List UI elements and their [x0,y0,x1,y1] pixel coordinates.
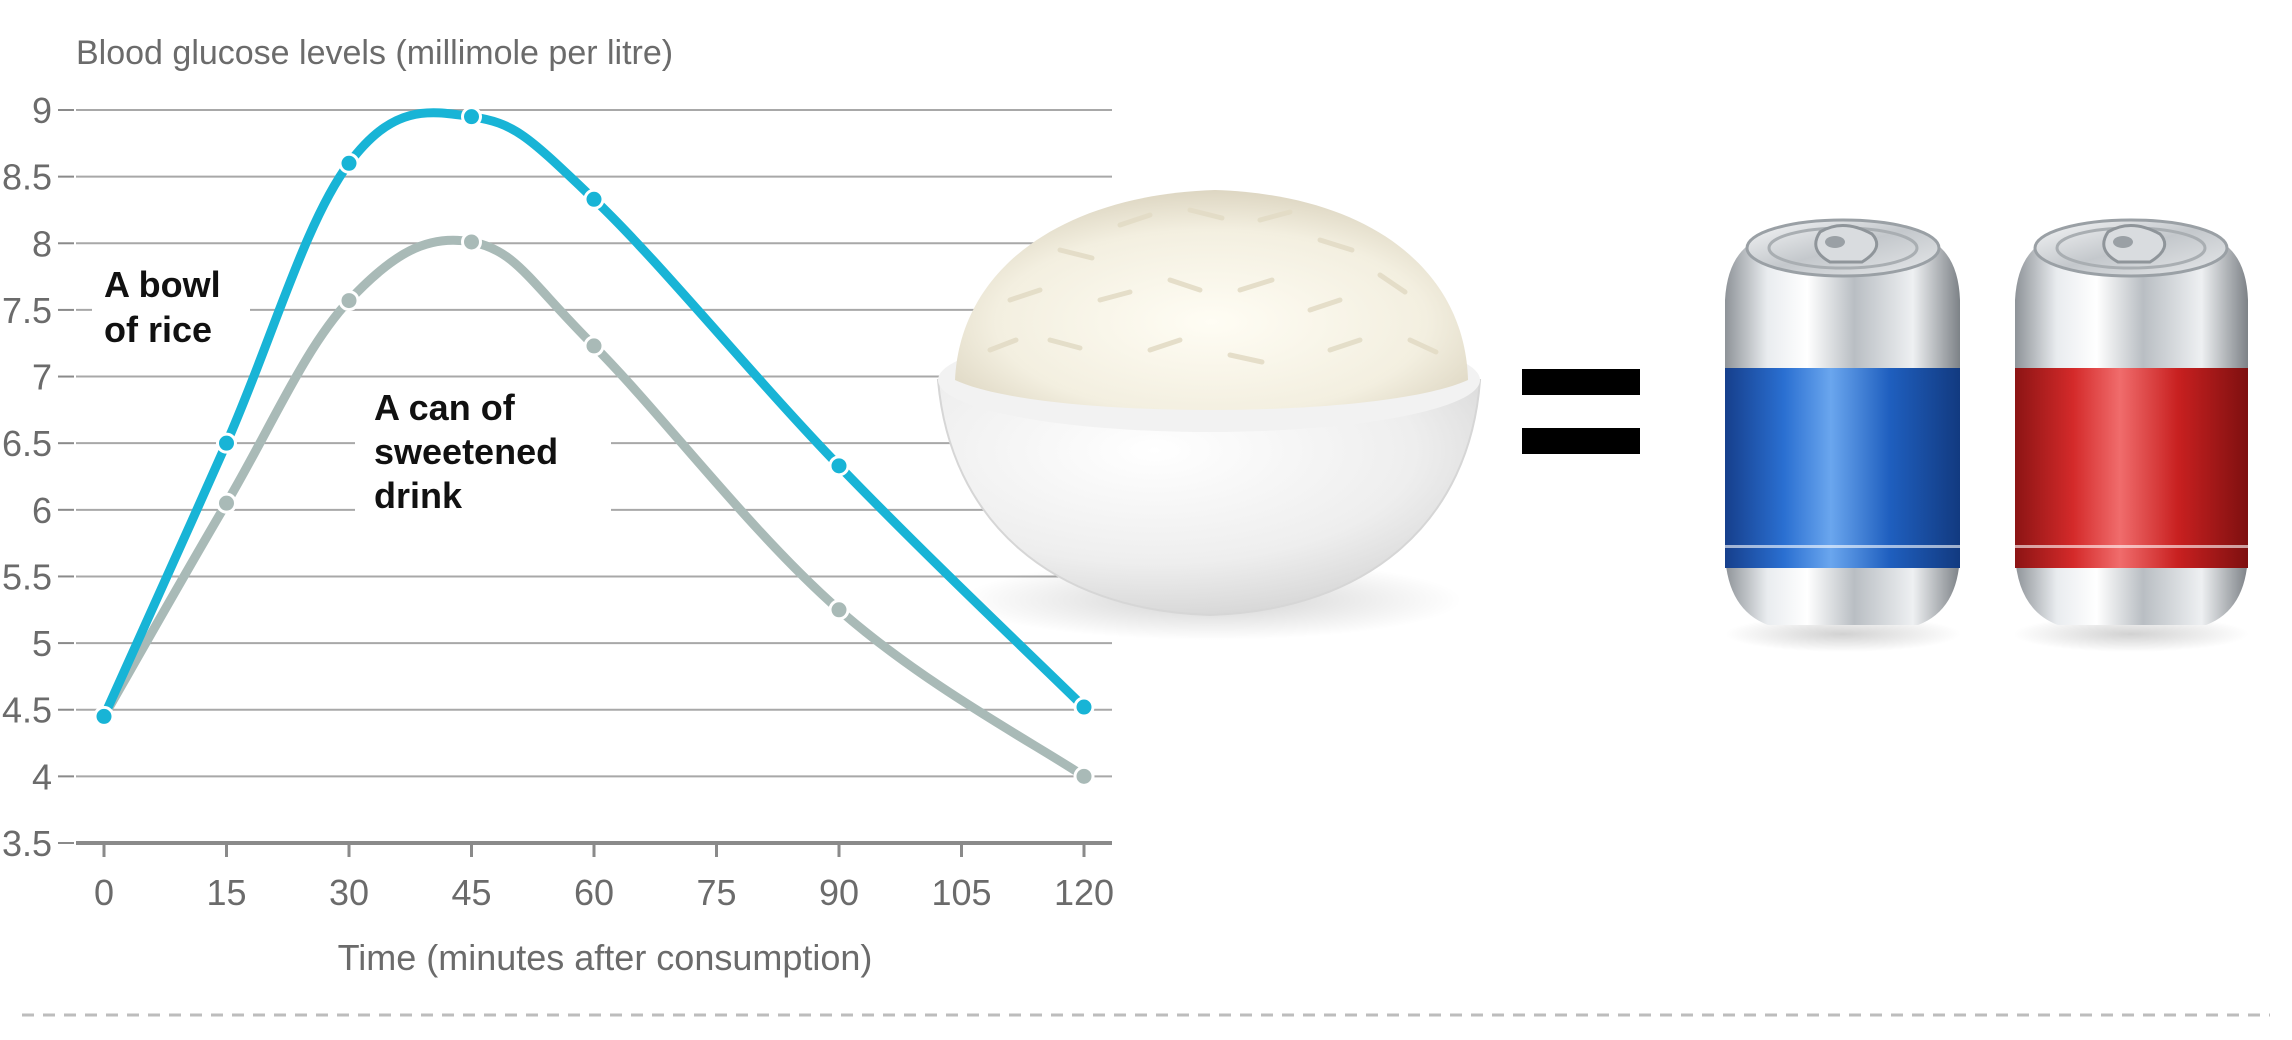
rice-data-point [1073,696,1095,718]
rice-series-label: A bowl of rice [104,264,231,350]
x-tick-label: 120 [1054,872,1114,913]
blue-soda-can-icon [1725,218,1961,652]
equals-sign [1522,369,1640,454]
rice-data-point [338,152,360,174]
x-tick-labels: 0 15 30 45 60 75 90 105 120 [94,872,1114,913]
drink-data-point [583,335,605,357]
x-tick-label: 90 [819,872,859,913]
drink-series-label: A can of sweetened drink [374,387,568,516]
y-tick-label: 9 [32,90,52,131]
y-tick-label: 6 [32,490,52,531]
y-tick-label: 8.5 [2,157,52,198]
rice-data-point [828,455,850,477]
y-tick-label: 7.5 [2,290,52,331]
series-layer [93,106,1095,787]
drink-data-point [338,290,360,312]
y-tick-label: 5.5 [2,556,52,597]
y-axis-title: Blood glucose levels (millimole per litr… [76,34,673,72]
rice-label-background [92,260,250,360]
rice-data-point [216,432,237,454]
x-tick-label: 45 [451,872,491,913]
drink-data-point [461,231,482,253]
x-tick-label: 60 [574,872,614,913]
y-tick-label: 8 [32,223,52,264]
y-tick-labels: 3.5 4 4.5 5 5.5 6 6.5 7 7.5 8 8.5 9 [2,90,52,864]
rice-data-point [93,705,115,727]
y-tick-label: 6.5 [2,423,52,464]
x-tick-label: 75 [696,872,736,913]
y-tick-label: 4.5 [2,690,52,731]
x-axis-title: Time (minutes after consumption) [338,937,873,978]
x-tick-label: 105 [931,872,991,913]
y-tick-label: 5 [32,623,52,664]
drink-data-point [828,599,850,621]
drink-label-background [355,380,611,520]
red-soda-can-icon [2013,218,2249,652]
x-tick-label: 15 [206,872,246,913]
drink-data-point [1073,765,1095,787]
rice-data-point [583,188,605,210]
y-tick-label: 7 [32,357,52,398]
drink-data-point [216,492,237,514]
x-tick-label: 0 [94,872,114,913]
rice-bowl-icon [936,190,1482,640]
y-tick-label: 3.5 [2,823,52,864]
rice-data-point [461,106,482,128]
x-tick-label: 30 [329,872,369,913]
y-tick-label: 4 [32,756,52,797]
